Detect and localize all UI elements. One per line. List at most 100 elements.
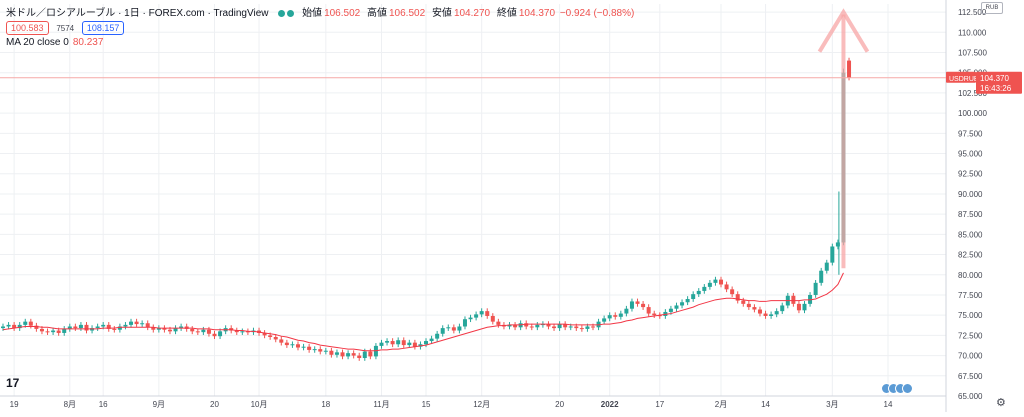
high-value: 106.502 [389, 8, 426, 19]
candle [424, 341, 429, 345]
candle [696, 290, 701, 295]
candle [301, 346, 306, 348]
candle [368, 351, 373, 357]
candle [791, 295, 796, 304]
change-value: −0.924 (−0.88%) [559, 8, 635, 19]
candle [635, 301, 640, 304]
tradingview-logo: 17 [6, 376, 20, 390]
candle [763, 313, 768, 316]
candle [574, 326, 579, 329]
close-value: 104.370 [518, 8, 556, 19]
candle [268, 335, 273, 337]
last-price-tag [976, 71, 1022, 94]
candle [780, 305, 785, 312]
candle [312, 349, 317, 351]
candle [23, 321, 28, 325]
gear-icon[interactable]: ⚙ [996, 397, 1006, 409]
sell-price-box[interactable]: 100.583 [6, 21, 49, 35]
low-label: 安値 [431, 8, 452, 19]
y-tick-label: 82.500 [958, 251, 983, 260]
y-tick-label: 70.000 [958, 352, 983, 361]
candle [830, 246, 835, 263]
candle [362, 351, 367, 359]
spread-value: 7574 [56, 24, 75, 33]
candle [802, 303, 807, 311]
candle [279, 339, 284, 343]
candle [474, 314, 479, 318]
symbol-title[interactable]: 米ドル／ロシアルーブル · 1日 · FOREX.com · TradingVi… [6, 8, 269, 19]
candle [613, 315, 618, 317]
x-tick-label: 20 [210, 400, 219, 409]
candle [680, 302, 685, 306]
candle [28, 321, 33, 326]
candle [563, 324, 568, 328]
x-tick-label: 20 [555, 400, 564, 409]
candle [724, 284, 729, 290]
y-tick-label: 87.500 [958, 210, 983, 219]
candle [813, 282, 818, 295]
candle [34, 325, 39, 329]
y-tick-label: 102.500 [958, 89, 987, 98]
candle [39, 328, 44, 332]
candle [451, 327, 456, 331]
candle [552, 326, 557, 329]
buy-price-box[interactable]: 108.157 [81, 21, 125, 35]
candle [323, 350, 328, 352]
candle [62, 328, 67, 333]
candle [735, 294, 740, 301]
candle [334, 352, 339, 355]
x-tick-label: 14 [761, 400, 770, 409]
candle [590, 326, 595, 328]
candle [585, 326, 590, 329]
y-tick-label: 80.000 [958, 271, 983, 280]
candle [440, 328, 445, 334]
candle [129, 321, 134, 325]
candle [462, 319, 467, 327]
open-label: 始値 [302, 8, 323, 19]
candle [524, 323, 529, 327]
candle [112, 328, 117, 330]
symbol-tag-label: USDRUB [949, 76, 979, 83]
candle [479, 311, 484, 315]
close-label: 終値 [496, 8, 517, 19]
candle [290, 344, 295, 346]
candle [284, 342, 289, 346]
candle [73, 326, 78, 329]
low-value: 104.270 [453, 8, 491, 19]
candle [67, 326, 72, 329]
candle [145, 323, 150, 328]
candle [624, 308, 629, 314]
y-tick-label: 110.000 [958, 28, 987, 37]
candle [457, 326, 462, 331]
currency-selector[interactable]: RUB [981, 2, 1003, 14]
candle [51, 330, 56, 333]
candle [535, 324, 540, 328]
candle [602, 318, 607, 322]
candle [117, 326, 122, 330]
up-arrow-head [817, 8, 870, 53]
candle [329, 350, 334, 355]
us-flag-icon[interactable] [902, 383, 913, 394]
candle [652, 313, 657, 316]
candle [752, 307, 757, 310]
candle [568, 326, 573, 328]
ma-legend[interactable]: MA 20 close 0 80.237 [6, 37, 103, 48]
candle [513, 324, 518, 328]
candle [12, 324, 17, 329]
candle [351, 353, 356, 356]
x-tick-label: 14 [884, 400, 893, 409]
candle [78, 324, 83, 329]
candle [407, 342, 412, 346]
candle [529, 326, 534, 328]
candle [847, 60, 852, 78]
candle [307, 346, 312, 350]
candle [17, 324, 22, 329]
candle [45, 331, 50, 333]
candle [668, 308, 673, 312]
candle [357, 355, 362, 359]
candle [824, 262, 829, 271]
candle [713, 279, 718, 283]
candle [757, 309, 762, 314]
